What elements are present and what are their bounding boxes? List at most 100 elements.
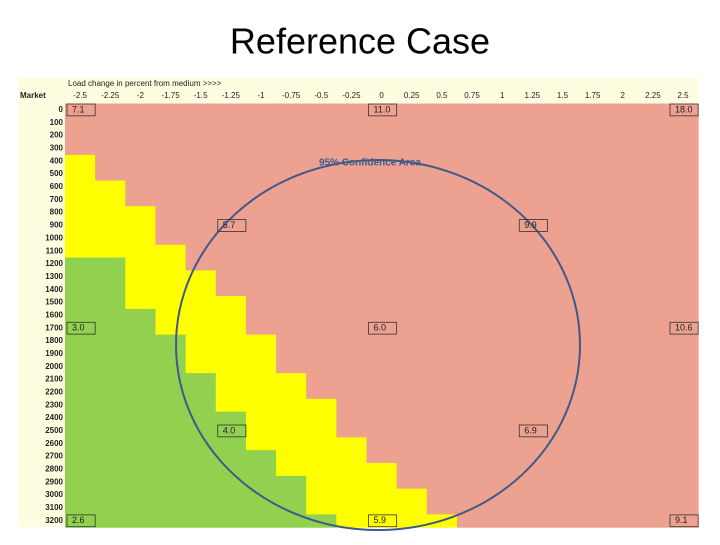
cell bbox=[65, 411, 96, 425]
cell bbox=[125, 257, 156, 271]
cell bbox=[668, 142, 699, 156]
cell bbox=[396, 270, 428, 284]
cell bbox=[276, 424, 307, 438]
cell bbox=[456, 373, 488, 387]
cell bbox=[125, 360, 156, 374]
cell bbox=[125, 411, 156, 425]
cell bbox=[95, 257, 126, 271]
cell bbox=[276, 398, 307, 413]
cell bbox=[607, 488, 639, 503]
cell bbox=[517, 154, 548, 169]
cell bbox=[456, 488, 488, 503]
column-label: -1 bbox=[257, 91, 265, 100]
cell bbox=[185, 463, 217, 477]
cell bbox=[426, 103, 458, 117]
cell bbox=[456, 154, 488, 169]
cell bbox=[607, 514, 639, 528]
cell bbox=[668, 475, 699, 490]
cell bbox=[577, 450, 609, 464]
cell bbox=[668, 206, 699, 220]
cell bbox=[607, 244, 639, 259]
row-label: 3000 bbox=[45, 490, 63, 499]
cell bbox=[155, 283, 187, 297]
cell bbox=[306, 296, 337, 310]
cell bbox=[276, 514, 307, 528]
cell bbox=[547, 116, 579, 130]
cell bbox=[517, 450, 548, 464]
cell bbox=[456, 129, 488, 143]
cell bbox=[245, 142, 277, 156]
cell bbox=[577, 501, 609, 515]
cell bbox=[276, 321, 307, 336]
table-caption: Load change in percent from medium >>>> bbox=[68, 79, 222, 88]
row-label: 2100 bbox=[45, 375, 63, 384]
cell bbox=[426, 231, 458, 246]
cell bbox=[517, 424, 548, 438]
cell bbox=[607, 463, 639, 477]
cell bbox=[577, 283, 609, 297]
cell bbox=[185, 167, 217, 182]
cell bbox=[487, 231, 518, 246]
cell bbox=[155, 450, 187, 464]
column-label: 1.5 bbox=[557, 91, 569, 100]
cell bbox=[487, 116, 518, 130]
cell bbox=[185, 129, 217, 143]
row-label: 2600 bbox=[45, 439, 63, 448]
cell bbox=[65, 206, 96, 220]
cell bbox=[517, 142, 548, 156]
cell bbox=[125, 193, 156, 207]
cell bbox=[306, 206, 337, 220]
cell bbox=[125, 219, 156, 233]
cell bbox=[426, 437, 458, 451]
cell bbox=[185, 193, 217, 207]
cell bbox=[547, 488, 579, 503]
cell bbox=[366, 244, 398, 259]
cell bbox=[95, 385, 126, 400]
cell bbox=[607, 475, 639, 490]
cell bbox=[547, 501, 579, 515]
cell-value: 5.9 bbox=[374, 515, 387, 525]
cell bbox=[487, 296, 518, 310]
cell bbox=[487, 424, 518, 438]
cell bbox=[487, 373, 518, 387]
cell bbox=[366, 488, 398, 503]
cell bbox=[306, 398, 337, 413]
cell bbox=[426, 180, 458, 194]
cell bbox=[637, 463, 669, 477]
cell bbox=[668, 308, 699, 323]
cell bbox=[396, 180, 428, 194]
cell bbox=[306, 116, 337, 130]
column-label: 1.75 bbox=[585, 91, 601, 100]
cell bbox=[336, 193, 367, 207]
cell bbox=[668, 514, 699, 528]
cell bbox=[336, 116, 367, 130]
cell bbox=[366, 373, 398, 387]
cell bbox=[336, 424, 367, 438]
cell bbox=[487, 334, 518, 348]
cell bbox=[95, 373, 126, 387]
cell bbox=[396, 385, 428, 400]
cell bbox=[637, 347, 669, 361]
cell bbox=[215, 450, 247, 464]
cell bbox=[487, 154, 518, 169]
cell bbox=[396, 219, 428, 233]
cell bbox=[215, 142, 247, 156]
cell bbox=[65, 180, 96, 194]
cell bbox=[456, 270, 488, 284]
cell bbox=[426, 488, 458, 503]
cell-value: 7.1 bbox=[72, 104, 85, 114]
cell bbox=[215, 385, 247, 400]
cell bbox=[547, 270, 579, 284]
column-label: -1.75 bbox=[161, 91, 180, 100]
cell bbox=[577, 219, 609, 233]
cell bbox=[577, 193, 609, 207]
cell bbox=[336, 360, 367, 374]
cell bbox=[456, 514, 488, 528]
cell bbox=[637, 270, 669, 284]
cell bbox=[547, 154, 579, 169]
cell bbox=[577, 308, 609, 323]
value-box bbox=[66, 321, 96, 335]
cell bbox=[396, 308, 428, 323]
cell bbox=[95, 347, 126, 361]
cell bbox=[547, 424, 579, 438]
